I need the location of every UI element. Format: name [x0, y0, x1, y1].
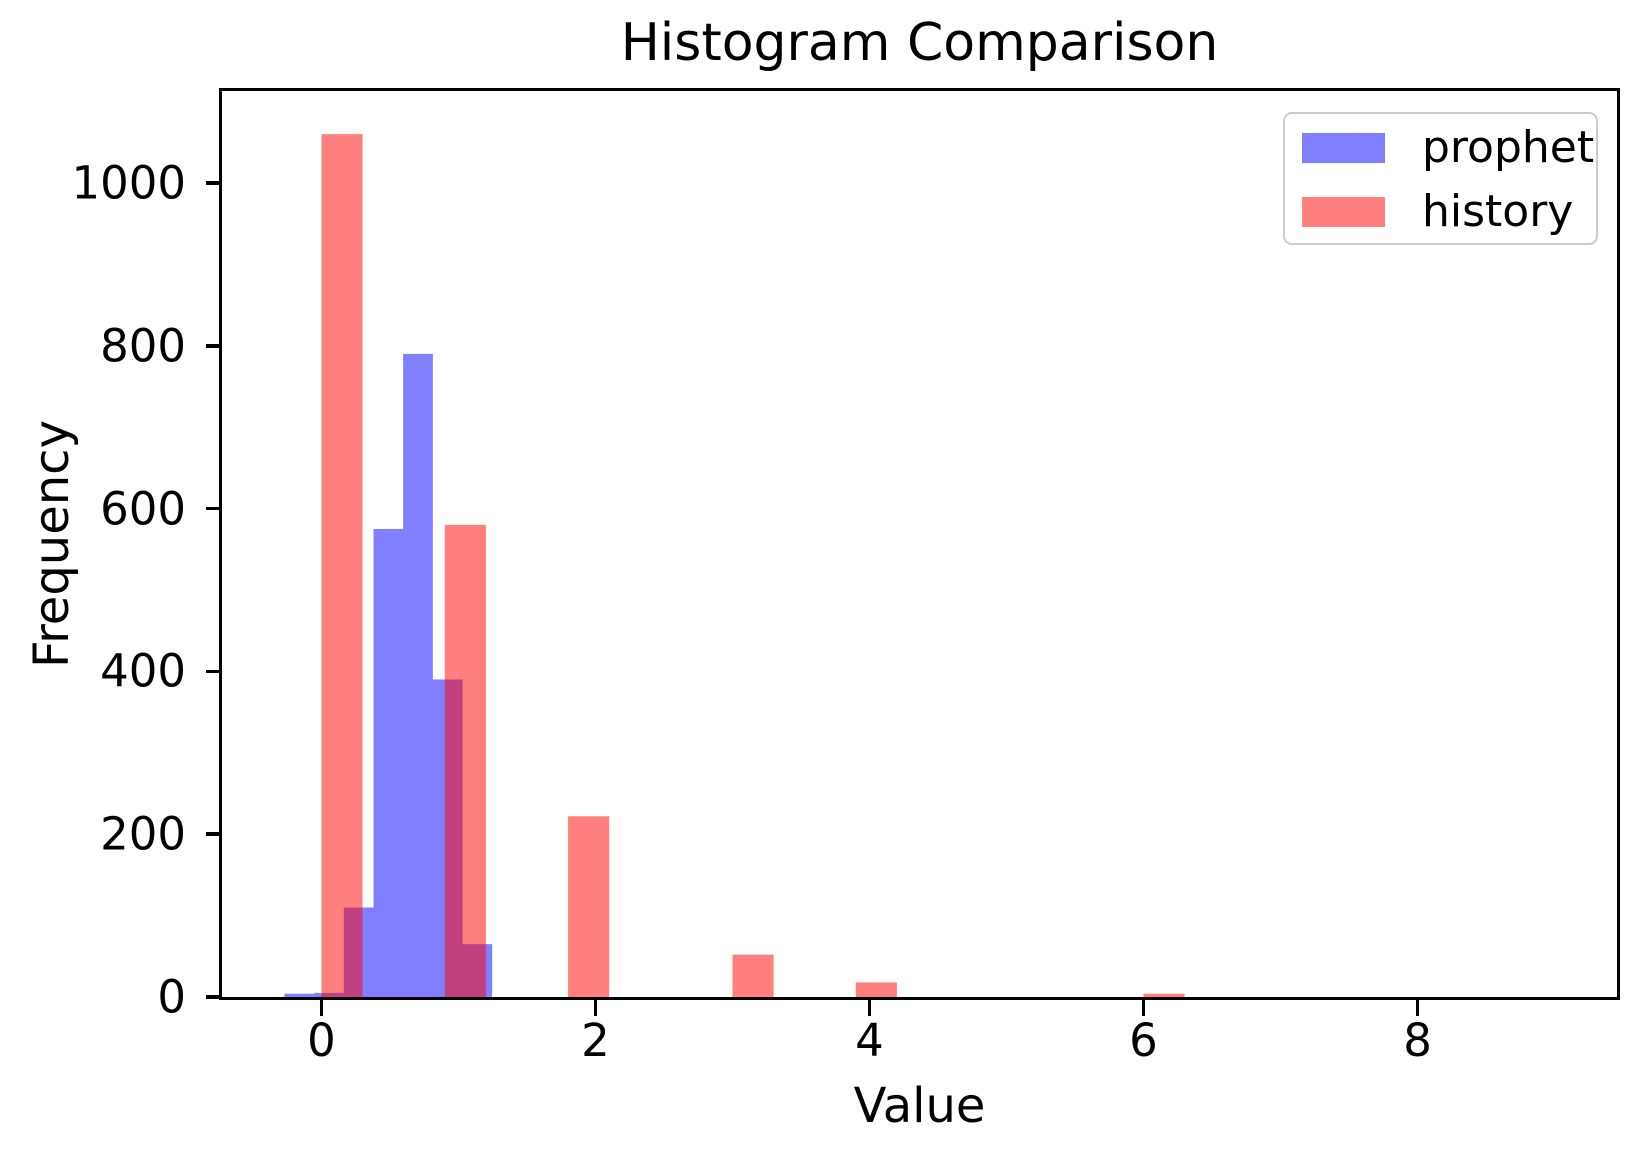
- y-tick-mark: [206, 669, 222, 674]
- chart-title: Histogram Comparison: [620, 13, 1219, 73]
- y-tick-label: 200: [100, 807, 186, 861]
- y-axis-label: Frequency: [24, 420, 80, 668]
- y-tick-mark: [206, 995, 222, 999]
- plot-area: [284, 134, 1185, 997]
- y-tick-mark: [206, 832, 222, 836]
- legend-swatch-prophet: [1302, 133, 1385, 163]
- x-tick-mark: [867, 1000, 872, 1016]
- x-tick-label: 2: [581, 1014, 610, 1067]
- y-tick-mark: [206, 344, 222, 348]
- x-tick-mark: [1415, 1000, 1420, 1016]
- plot-spines: [219, 88, 1620, 1000]
- y-tick-label: 1000: [71, 156, 186, 210]
- y-tick-label: 0: [157, 970, 186, 1024]
- legend: prophet history: [1283, 112, 1598, 245]
- x-tick-mark: [1141, 1000, 1146, 1016]
- legend-swatch-history: [1302, 197, 1385, 227]
- x-tick-label: 0: [307, 1014, 336, 1067]
- histogram-series-history: [321, 134, 1185, 997]
- y-tick-label: 800: [100, 319, 186, 373]
- legend-item-history: history: [1302, 186, 1574, 237]
- x-tick-mark: [593, 1000, 598, 1016]
- y-tick-label: 600: [100, 481, 186, 535]
- histogram-series-prophet: [284, 353, 493, 997]
- x-tick-mark: [319, 1000, 324, 1016]
- y-tick-mark: [206, 181, 222, 185]
- y-tick-mark: [206, 506, 222, 511]
- y-tick-label: 400: [100, 644, 186, 698]
- legend-item-prophet: prophet: [1302, 122, 1595, 173]
- legend-label-history: history: [1422, 186, 1574, 237]
- x-axis-label: Value: [853, 1078, 986, 1134]
- legend-label-prophet: prophet: [1422, 122, 1595, 173]
- x-tick-label: 6: [1129, 1014, 1158, 1067]
- x-tick-label: 8: [1403, 1014, 1432, 1067]
- x-tick-label: 4: [855, 1014, 884, 1067]
